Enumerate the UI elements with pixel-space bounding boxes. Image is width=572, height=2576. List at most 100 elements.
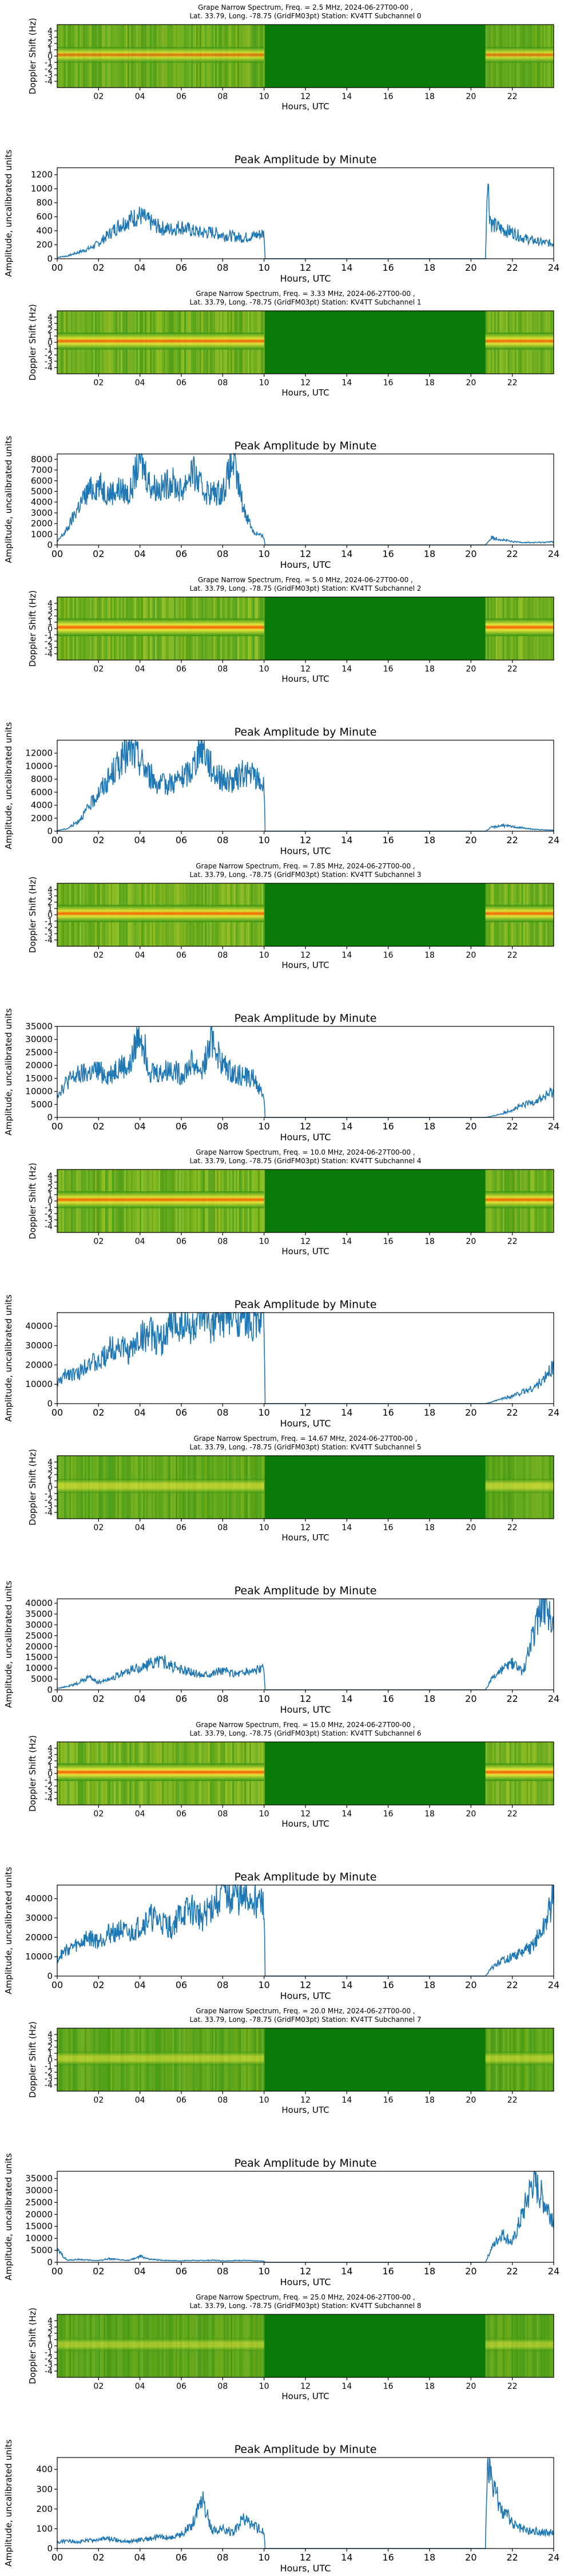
amplitude-y-tick-label: 12000	[25, 748, 53, 758]
spectrogram-y-tick-label: 2	[47, 898, 53, 907]
amplitude-y-tick-label: 40000	[25, 1598, 53, 1609]
amplitude-x-tick-label: 16	[382, 835, 394, 846]
amplitude-x-tick-label: 18	[424, 835, 435, 846]
spectrogram-x-tick-label: 12	[300, 2382, 311, 2391]
spectrogram-y-tick-label: -3	[45, 1502, 53, 1511]
amplitude-y-tick-label: 35000	[25, 1021, 53, 1032]
amplitude-x-axis-label: Hours, UTC	[280, 1132, 331, 1143]
spectrogram-x-tick-label: 16	[383, 1523, 394, 1532]
amplitude-x-tick-label: 16	[382, 1693, 394, 1704]
amplitude-y-tick-label: 0	[47, 1971, 53, 1981]
spectrogram-title-line2: Lat. 33.79, Long. -78.75 (GridFM03pt) St…	[190, 1729, 422, 1737]
amplitude-x-tick-label: 08	[217, 1407, 228, 1418]
spectrogram-y-tick-label: 4	[47, 2030, 53, 2040]
amplitude-x-tick-label: 10	[258, 2266, 269, 2277]
amplitude-x-tick-label: 18	[424, 2266, 435, 2277]
amplitude-x-axis-label: Hours, UTC	[280, 846, 331, 856]
spectrogram-y-tick-label: -3	[45, 1216, 53, 1225]
amplitude-y-tick-label: 2000	[31, 519, 53, 529]
spectrogram-x-tick-label: 14	[341, 665, 352, 674]
amplitude-y-tick-label: 0	[47, 254, 53, 264]
amplitude-y-tick-label: 5000	[31, 1674, 53, 1684]
amplitude-y-tick-label: 400	[36, 2464, 53, 2475]
spectrogram-x-tick-label: 20	[466, 951, 476, 960]
amplitude-y-tick-label: 800	[36, 197, 53, 208]
spectrogram-x-axis-label: Hours, UTC	[281, 674, 329, 684]
amplitude-trace	[57, 1026, 554, 1118]
spectrogram-title-line1: Grape Narrow Spectrum, Freq. = 5.0 MHz, …	[198, 576, 413, 584]
amplitude-x-tick-label: 06	[176, 262, 187, 273]
spectrogram-y-tick-label: 1	[47, 618, 53, 627]
spectrogram-title-line2: Lat. 33.79, Long. -78.75 (GridFM03pt) St…	[190, 2016, 422, 2024]
spectrogram-y-tick-label: 2	[47, 39, 53, 49]
amplitude-x-tick-label: 06	[176, 1121, 187, 1132]
spectrogram-y-tick-label: 4	[47, 1172, 53, 1181]
amplitude-y-tick-label: 5000	[31, 486, 53, 496]
spectrogram-y-tick-label: -2	[45, 1496, 53, 1505]
spectrogram-x-tick-label: 06	[176, 2096, 186, 2105]
spectrogram-y-tick-label: 3	[47, 2323, 53, 2332]
amplitude-x-tick-label: 10	[258, 2552, 269, 2563]
amplitude-y-tick-label: 15000	[25, 1652, 53, 1662]
spectrogram-y-tick-label: -2	[45, 1210, 53, 1219]
amplitude-x-tick-label: 08	[217, 1980, 228, 1990]
spectrogram-x-axis-label: Hours, UTC	[281, 1246, 329, 1257]
spectrogram-y-tick-label: 1	[47, 904, 53, 914]
amplitude-x-tick-label: 10	[258, 1121, 269, 1132]
spectrogram-x-tick-label: 12	[300, 92, 311, 101]
spectrogram-x-axis-label: Hours, UTC	[281, 2391, 329, 2401]
spectrogram-x-tick-label: 04	[135, 2096, 145, 2105]
panel-pair-7: Grape Narrow Spectrum, Freq. = 20.0 MHz,…	[3, 2007, 559, 2287]
amplitude-x-tick-label: 12	[300, 835, 311, 846]
spectrogram-x-tick-label: 04	[135, 92, 145, 101]
amplitude-y-axis-label: Amplitude, uncalibrated units	[3, 1867, 14, 1994]
amplitude-x-tick-label: 00	[51, 262, 63, 273]
amplitude-y-axis-label: Amplitude, uncalibrated units	[3, 2153, 14, 2281]
amplitude-x-axis-label: Hours, UTC	[280, 1418, 331, 1429]
spectrogram-y-tick-label: 3	[47, 1178, 53, 1187]
amplitude-x-tick-label: 20	[465, 2266, 476, 2277]
amplitude-y-tick-label: 10000	[25, 1379, 53, 1389]
spectrogram-x-tick-label: 18	[424, 2382, 435, 2391]
spectrogram-y-tick-label: 0	[47, 52, 53, 61]
spectrogram-x-tick-label: 14	[341, 951, 352, 960]
spectrogram-x-tick-label: 08	[217, 951, 228, 960]
amplitude-y-tick-label: 0	[47, 2257, 53, 2267]
spectrogram-x-tick-label: 22	[507, 1523, 518, 1532]
spectrogram-y-axis-label: Doppler Shift (Hz)	[27, 876, 38, 953]
amplitude-frame	[57, 1026, 554, 1118]
amplitude-y-tick-label: 3000	[31, 508, 53, 518]
spectrogram-x-tick-label: 02	[93, 2382, 104, 2391]
spectrogram-y-tick-label: -3	[45, 71, 53, 80]
spectrogram-title-line1: Grape Narrow Spectrum, Freq. = 15.0 MHz,…	[196, 1721, 415, 1729]
amplitude-x-tick-label: 06	[176, 1980, 187, 1990]
spectrogram-carrier-band	[57, 1479, 264, 1494]
amplitude-x-tick-label: 22	[506, 1121, 518, 1132]
spectrogram-y-axis-label: Doppler Shift (Hz)	[27, 1163, 38, 1239]
amplitude-y-tick-label: 15000	[25, 1073, 53, 1084]
amplitude-y-tick-label: 0	[47, 1112, 53, 1123]
amplitude-x-tick-label: 08	[217, 548, 228, 559]
spectrogram-x-tick-label: 02	[93, 2096, 104, 2105]
amplitude-x-tick-label: 16	[382, 1121, 394, 1132]
amplitude-y-axis-label: Amplitude, uncalibrated units	[3, 1294, 14, 1422]
spectrogram-x-tick-label: 20	[466, 1237, 476, 1246]
amplitude-x-tick-label: 14	[341, 1407, 352, 1418]
spectrogram-y-tick-label: -4	[45, 2081, 53, 2090]
spectrogram-carrier-band	[485, 47, 554, 63]
amplitude-x-tick-label: 02	[93, 2552, 104, 2563]
spectrogram-x-tick-label: 14	[341, 1237, 352, 1246]
panel-pair-8: Grape Narrow Spectrum, Freq. = 25.0 MHz,…	[3, 2293, 559, 2574]
spectrogram-y-tick-label: 4	[47, 886, 53, 895]
amplitude-y-tick-label: 1000	[31, 184, 53, 194]
spectrogram-y-axis-label: Doppler Shift (Hz)	[27, 1449, 38, 1526]
spectrogram-x-tick-label: 14	[341, 92, 352, 101]
spectrogram-y-tick-label: -1	[45, 2062, 53, 2071]
amplitude-y-tick-label: 25000	[25, 1630, 53, 1641]
spectrogram-y-tick-label: 1	[47, 2336, 53, 2345]
spectrogram-y-tick-label: -1	[45, 631, 53, 640]
spectrogram-x-tick-label: 16	[383, 1809, 394, 1819]
spectrogram-x-tick-label: 22	[507, 92, 518, 101]
spectrogram-title-line1: Grape Narrow Spectrum, Freq. = 25.0 MHz,…	[196, 2293, 415, 2301]
amplitude-x-tick-label: 00	[51, 835, 63, 846]
